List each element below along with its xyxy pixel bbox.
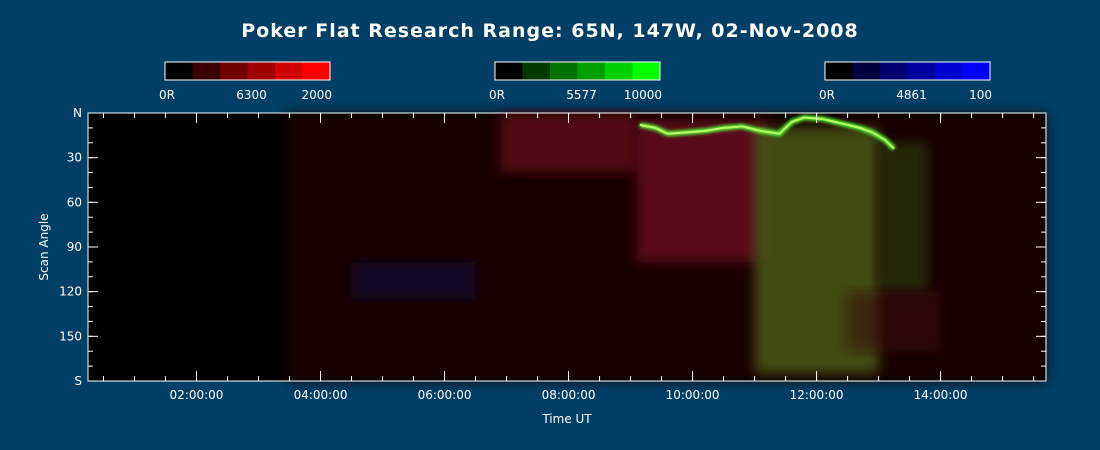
colorbar-group: 0R 6300 2000 0R 5577 10000 0R 4861 100 <box>159 61 992 102</box>
colorbar-segment <box>302 62 331 80</box>
colorbar-max-label: 100 <box>969 88 992 102</box>
colorbar-frame <box>824 61 991 81</box>
x-tick-label: 12:00:00 <box>790 388 844 402</box>
x-tick-label: 04:00:00 <box>294 388 348 402</box>
plot-frame <box>87 112 1047 382</box>
x-tick-label: 02:00:00 <box>170 388 224 402</box>
colorbar-frame <box>494 61 661 81</box>
y-tick-label: 150 <box>59 329 82 343</box>
chart-title: Poker Flat Research Range: 65N, 147W, 02… <box>241 20 858 42</box>
colorbar-segment <box>852 62 881 80</box>
colorbar-segment <box>825 62 853 80</box>
colorbar-segment <box>907 62 936 80</box>
colorbar-segment <box>632 62 661 80</box>
colorbar-segment <box>165 62 193 80</box>
colorbar-segment <box>247 62 276 80</box>
emission-region-6300 <box>636 120 767 262</box>
y-tick-label: 90 <box>67 240 82 254</box>
colorbar-segment <box>577 62 606 80</box>
colorbar-max-label: 2000 <box>301 88 332 102</box>
y-tick-label: 120 <box>59 285 82 299</box>
emission-region-5577 <box>878 142 929 292</box>
colorbar-min-label: 0R <box>819 88 835 102</box>
colorbar-segment <box>275 62 303 80</box>
colorbar-segment <box>522 62 551 80</box>
colorbar-min-label: 0R <box>159 88 175 102</box>
colorbar-mid-label: 6300 <box>236 88 267 102</box>
colorbar-4861: 0R 4861 100 <box>819 61 992 102</box>
colorbar-segment <box>962 62 991 80</box>
colorbar-segment <box>495 62 523 80</box>
colorbar-segment <box>605 62 633 80</box>
x-axis-label: Time UT <box>541 412 592 426</box>
y-tick-label: N <box>73 106 82 120</box>
x-tick-label: 06:00:00 <box>418 388 472 402</box>
axis-ticks: 02:00:00 04:00:00 06:00:00 08:00:00 10:00:00… <box>59 106 1046 402</box>
emission-region-6300 <box>847 291 941 352</box>
colorbar-mid-label: 5577 <box>566 88 597 102</box>
aurora-arc-5577-core <box>639 116 895 150</box>
x-tick-label: 14:00:00 <box>914 388 968 402</box>
colorbar-segment <box>550 62 578 80</box>
y-axis-label: Scan Angle <box>37 213 51 280</box>
colorbar-frame <box>164 61 331 81</box>
emission-layer <box>286 113 1046 381</box>
x-tick-label: 10:00:00 <box>666 388 720 402</box>
colorbar-5577: 0R 5577 10000 <box>489 61 662 102</box>
colorbar-6300: 0R 6300 2000 <box>159 61 332 102</box>
colorbar-max-label: 10000 <box>624 88 662 102</box>
y-tick-label: 60 <box>67 195 82 209</box>
y-tick-label: 30 <box>67 151 82 165</box>
colorbar-segment <box>192 62 221 80</box>
colorbar-segment <box>880 62 908 80</box>
colorbar-min-label: 0R <box>489 88 505 102</box>
colorbar-segment <box>935 62 963 80</box>
colorbar-segment <box>220 62 248 80</box>
x-tick-label: 08:00:00 <box>542 388 596 402</box>
emission-region-4861 <box>351 261 476 300</box>
y-tick-label: S <box>74 374 82 388</box>
colorbar-mid-label: 4861 <box>896 88 927 102</box>
